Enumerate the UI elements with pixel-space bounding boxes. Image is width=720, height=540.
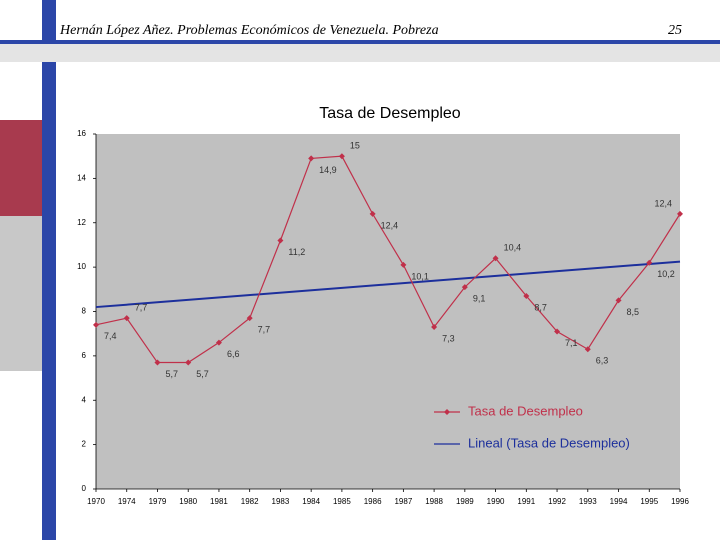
data-point [215,339,222,346]
data-label: 10,4 [504,243,522,253]
legend-label: Tasa de Desempleo [468,403,583,418]
data-point [246,315,253,322]
x-tick-label: 1992 [548,497,566,506]
y-tick-label: 12 [77,218,86,227]
data-label: 12,4 [381,220,399,230]
data-label: 7,3 [442,333,455,343]
data-point [677,210,683,217]
data-point [308,155,315,162]
data-label: 15 [350,141,360,151]
data-point [554,328,561,335]
trendline [95,260,681,309]
data-point [523,292,530,299]
decor-band [0,44,720,62]
data-label: 7,1 [565,338,578,348]
x-tick-label: 1970 [87,497,105,506]
plot: 0 2 4 6 8 10 12 14 16 1970 1974 1979 1980 1981 1982 198… [77,129,689,506]
x-tick-label: 1993 [579,497,597,506]
x-tick-label: 1994 [610,497,628,506]
x-tick-label: 1979 [149,497,167,506]
x-tick-label: 1991 [517,497,535,506]
header-title: Hernán López Añez. Problemas Económicos … [59,23,439,38]
data-label: 8,7 [534,302,547,312]
data-point [338,153,345,160]
y-tick-label: 6 [82,351,87,360]
y-tick-label: 14 [77,173,86,182]
legend-marker [444,409,450,415]
x-tick-label: 1983 [272,497,290,506]
y-tick-label: 0 [82,484,87,493]
data-point [615,297,622,304]
data-label: 6,3 [596,356,609,366]
data-point [584,346,591,353]
data-point [154,359,161,366]
x-tick-label: 1980 [179,497,197,506]
decor-rule [0,40,720,44]
y-tick-label: 10 [77,262,86,271]
legend-label: Lineal (Tasa de Desempleo) [468,435,630,450]
data-label: 7,7 [258,325,271,335]
page-number: 25 [668,23,682,38]
plot-area [96,134,680,489]
x-tick-label: 1982 [241,497,259,506]
data-point [646,259,653,266]
data-label: 12,4 [654,198,672,208]
data-label: 10,1 [411,271,429,281]
x-tick-label: 1986 [364,497,382,506]
y-tick-label: 8 [82,307,87,316]
data-point [277,237,284,244]
x-tick-label: 1974 [118,497,136,506]
data-point [185,359,192,366]
data-point [400,261,407,268]
data-point [123,315,130,322]
data-point [431,324,438,331]
data-label: 9,1 [473,293,486,303]
data-label: 7,4 [104,331,117,341]
x-tick-label: 1989 [456,497,474,506]
y-tick-label: 16 [77,129,86,138]
data-label: 7,7 [135,303,148,313]
decor-red [0,120,42,216]
data-point [461,284,468,291]
data-label: 8,5 [627,307,640,317]
y-tick-label: 4 [82,395,87,404]
data-point [369,210,376,217]
data-point [93,321,99,328]
series-line [95,155,681,364]
data-label: 14,9 [319,165,337,175]
x-tick-label: 1990 [487,497,505,506]
x-tick-label: 1981 [210,497,228,506]
data-label: 6,6 [227,349,240,359]
y-tick-label: 2 [82,440,87,449]
x-tick-label: 1987 [394,497,412,506]
x-tick-label: 1996 [671,497,689,506]
data-label: 5,7 [196,369,209,379]
data-label: 11,2 [288,247,305,257]
data-point [492,255,499,262]
x-tick-label: 1988 [425,497,443,506]
data-label: 5,7 [165,369,178,379]
data-label: 10,2 [657,269,675,279]
x-tick-label: 1985 [333,497,351,506]
decor-blue-bar [42,0,56,540]
decor-gray [0,216,42,371]
x-tick-label: 1995 [640,497,658,506]
chart-title: Tasa de Desempleo [319,105,461,122]
x-tick-label: 1984 [302,497,320,506]
